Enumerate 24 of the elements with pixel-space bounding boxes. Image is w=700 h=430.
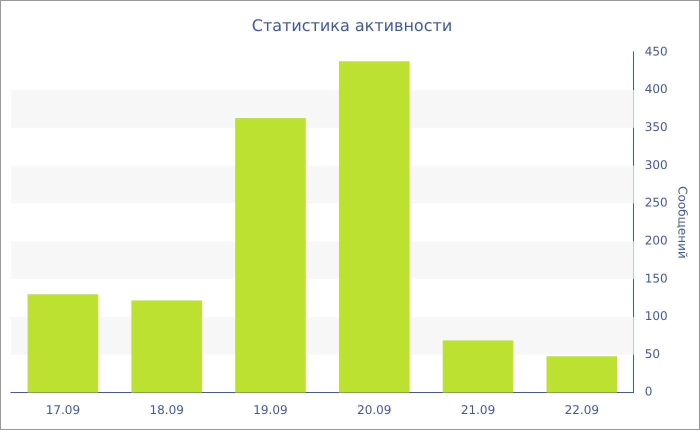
bar bbox=[442, 340, 514, 393]
x-tick-label: 20.09 bbox=[357, 402, 392, 417]
x-tick-label: 19.09 bbox=[253, 402, 288, 417]
y-tick-label: 50 bbox=[644, 346, 660, 361]
bar bbox=[338, 61, 410, 393]
y-tick-label: 450 bbox=[644, 44, 668, 58]
y-tick-label: 200 bbox=[644, 233, 668, 248]
y-tick-label: 150 bbox=[644, 271, 668, 286]
x-tick-label: 17.09 bbox=[46, 402, 80, 417]
y-tick-label: 250 bbox=[644, 196, 668, 210]
y-axis-title: Сообщений bbox=[676, 186, 690, 259]
chart-title: Статистика активности bbox=[252, 16, 452, 35]
y-tick-label: 0 bbox=[644, 384, 652, 399]
bar bbox=[28, 294, 98, 393]
x-tick-label: 22.09 bbox=[564, 402, 599, 417]
y-tick-label: 400 bbox=[644, 82, 668, 96]
y-tick-label: 350 bbox=[644, 120, 668, 134]
bar bbox=[235, 118, 306, 393]
bar bbox=[131, 300, 202, 393]
x-tick-label: 21.09 bbox=[460, 402, 496, 417]
y-tick-label: 100 bbox=[644, 309, 668, 324]
x-tick-label: 18.09 bbox=[149, 402, 184, 417]
bar bbox=[546, 356, 618, 393]
y-tick-label: 300 bbox=[644, 158, 668, 172]
